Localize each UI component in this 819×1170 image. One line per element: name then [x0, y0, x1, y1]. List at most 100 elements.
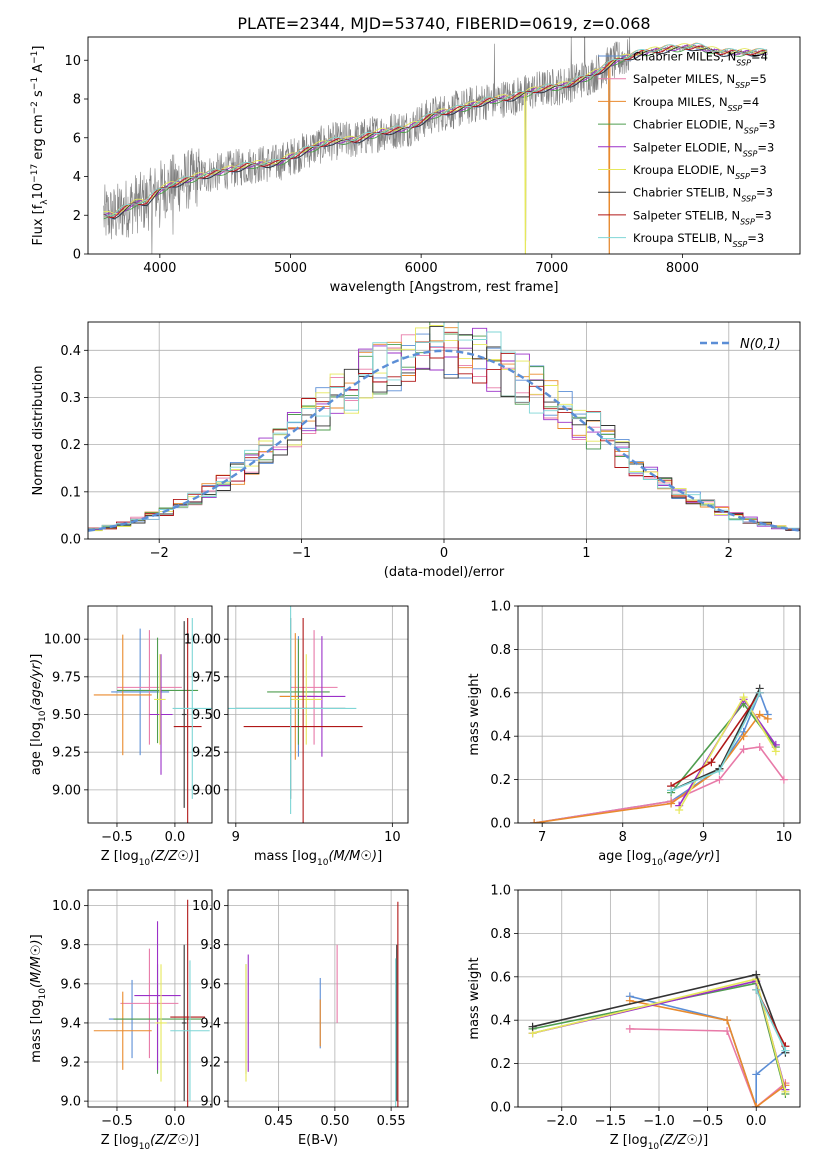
label-text: ]	[29, 654, 44, 659]
label-sup: −1	[30, 77, 40, 90]
weight-marker	[715, 766, 724, 775]
label-text: mass weight	[467, 673, 482, 755]
x-tick-label: 0	[440, 546, 448, 561]
weight-marker	[723, 1027, 732, 1036]
weight-line	[533, 713, 769, 823]
label-log: log	[628, 1133, 648, 1148]
label-text: erg cm	[31, 114, 46, 163]
plot-area	[245, 901, 399, 1107]
axes-frame	[517, 605, 801, 824]
model-spectrum-line	[103, 45, 767, 219]
weight-marker	[667, 786, 676, 795]
legend-name: Kroupa MILES, N	[633, 95, 728, 109]
y-tick-label: 4	[73, 170, 81, 185]
figure-title: PLATE=2344, MJD=53740, FIBERID=0619, z=0…	[237, 14, 650, 33]
y-tick-label: 9.50	[52, 708, 81, 723]
residual-histogram	[88, 331, 800, 530]
mass-vs-extinction-panel: 0.45 0.50 0.55 9.0 9.2 9.4 9.6 9.8 10.0 E(B-V)	[192, 889, 409, 1148]
y-tick-label: 0.0	[490, 817, 511, 832]
y-tick-label: 9.50	[192, 708, 221, 723]
y-tick-label: 6	[73, 131, 81, 146]
y-tick-label: 10.00	[184, 633, 221, 648]
weight-line	[755, 989, 787, 1051]
weight-marker	[781, 1046, 790, 1055]
x-tick-label: −2.0	[546, 1114, 578, 1129]
weight-marker	[755, 688, 764, 697]
model-spectrum-line	[103, 43, 767, 217]
plot-area	[93, 899, 210, 1107]
weight-marker	[528, 1022, 537, 1031]
legend-name: Salpeter ELODIE, N	[633, 140, 743, 154]
x-tick-label: 0.0	[165, 830, 186, 845]
y-tick-label: 0.1	[60, 485, 81, 500]
y-tick-label: 10.0	[192, 899, 221, 914]
weight-marker	[739, 693, 748, 702]
plot-area	[530, 684, 788, 823]
axes-frame	[517, 889, 801, 1108]
y-tick-label: 10.0	[52, 899, 81, 914]
weight-marker	[667, 799, 676, 808]
legend-count: =3	[757, 140, 774, 154]
weight-marker	[781, 1087, 790, 1096]
mass-vs-metallicity-panel: −0.5 0.09.09.29.49.69.810.0Z [log10(Z/Z☉)…	[29, 889, 213, 1152]
residuals-panel: −2 −1 0 1 2 0.0 0.1 0.2 0.3 0.4 (data-model)/error…	[31, 321, 801, 580]
y-tick-label: 8	[73, 93, 81, 108]
y-tick-label: 9.0	[60, 1095, 81, 1110]
x-axis-label: Z [log10(Z/Z☉)]	[101, 849, 199, 868]
weight-marker	[723, 1016, 732, 1025]
label-text: ]	[194, 849, 199, 864]
label-text: ]	[703, 1133, 708, 1148]
y-tick-label: 0	[73, 248, 81, 263]
legend-sub: SSP	[736, 58, 751, 67]
weight-marker	[625, 1024, 634, 1033]
x-tick-label: 10	[776, 830, 793, 845]
weight-marker	[763, 714, 772, 723]
y-tick-label: 10.00	[44, 633, 81, 648]
y-tick-label: 0.2	[490, 1057, 511, 1072]
x-tick-label: −1.0	[643, 1114, 675, 1129]
spectrum-panel: 4000 5000 6000 7000 8000 0 2 4 6 8 10 wavelength [A…	[30, 36, 801, 295]
y-tick-label: 9.8	[200, 938, 221, 953]
y-tick-label: 0.8	[490, 643, 511, 658]
model-spectrum-line	[103, 44, 767, 216]
label-log: log	[119, 1133, 139, 1148]
weight-line	[533, 746, 785, 823]
label-log-arg: (age/yr)	[663, 849, 715, 864]
y-tick-label: 0.0	[60, 533, 81, 548]
legend-name: Kroupa ELODIE, N	[633, 163, 735, 177]
legend-sub: SSP	[735, 81, 750, 90]
plot-area	[103, 37, 768, 254]
label-log-base: 10	[139, 858, 151, 868]
weight-marker	[675, 805, 684, 814]
legend-count: =3	[755, 208, 772, 222]
label-text: Flux [f	[31, 204, 46, 245]
label-text: age [	[29, 742, 44, 775]
legend-sub: SSP	[743, 149, 758, 158]
weight-marker	[752, 985, 761, 994]
plot-area	[528, 970, 790, 1107]
label-text: A	[31, 64, 46, 77]
x-axis-label: mass [log10(M/M☉)]	[254, 849, 382, 868]
y-axis-label: Flux [fλ10−17 erg cm−2 s−1 A−1]	[30, 46, 50, 246]
legend-count: =5	[750, 72, 767, 86]
x-tick-label: 0.55	[377, 1114, 406, 1129]
label-log: log	[29, 999, 44, 1019]
plot-area	[93, 618, 212, 823]
weight-marker	[752, 1103, 761, 1107]
legend-name: Chabrier MILES, N	[633, 50, 736, 64]
y-tick-label: 9.6	[200, 977, 221, 992]
legend-name: Chabrier ELODIE, N	[633, 118, 744, 132]
label-text: mass [	[29, 1019, 44, 1062]
y-tick-label: 0.6	[490, 686, 511, 701]
label-text: mass [	[254, 849, 297, 864]
y-tick-label: 9.75	[192, 670, 221, 685]
x-tick-label: 8	[619, 830, 627, 845]
weight-marker	[715, 775, 724, 784]
label-log-base: 10	[38, 710, 48, 722]
weight-line	[629, 1028, 786, 1107]
y-tick-label: 9.2	[200, 1056, 221, 1071]
y-axis-label: age [log10(age/yr)]	[29, 654, 48, 776]
legend-count: =4	[742, 95, 759, 109]
label-log-base: 10	[317, 858, 329, 868]
